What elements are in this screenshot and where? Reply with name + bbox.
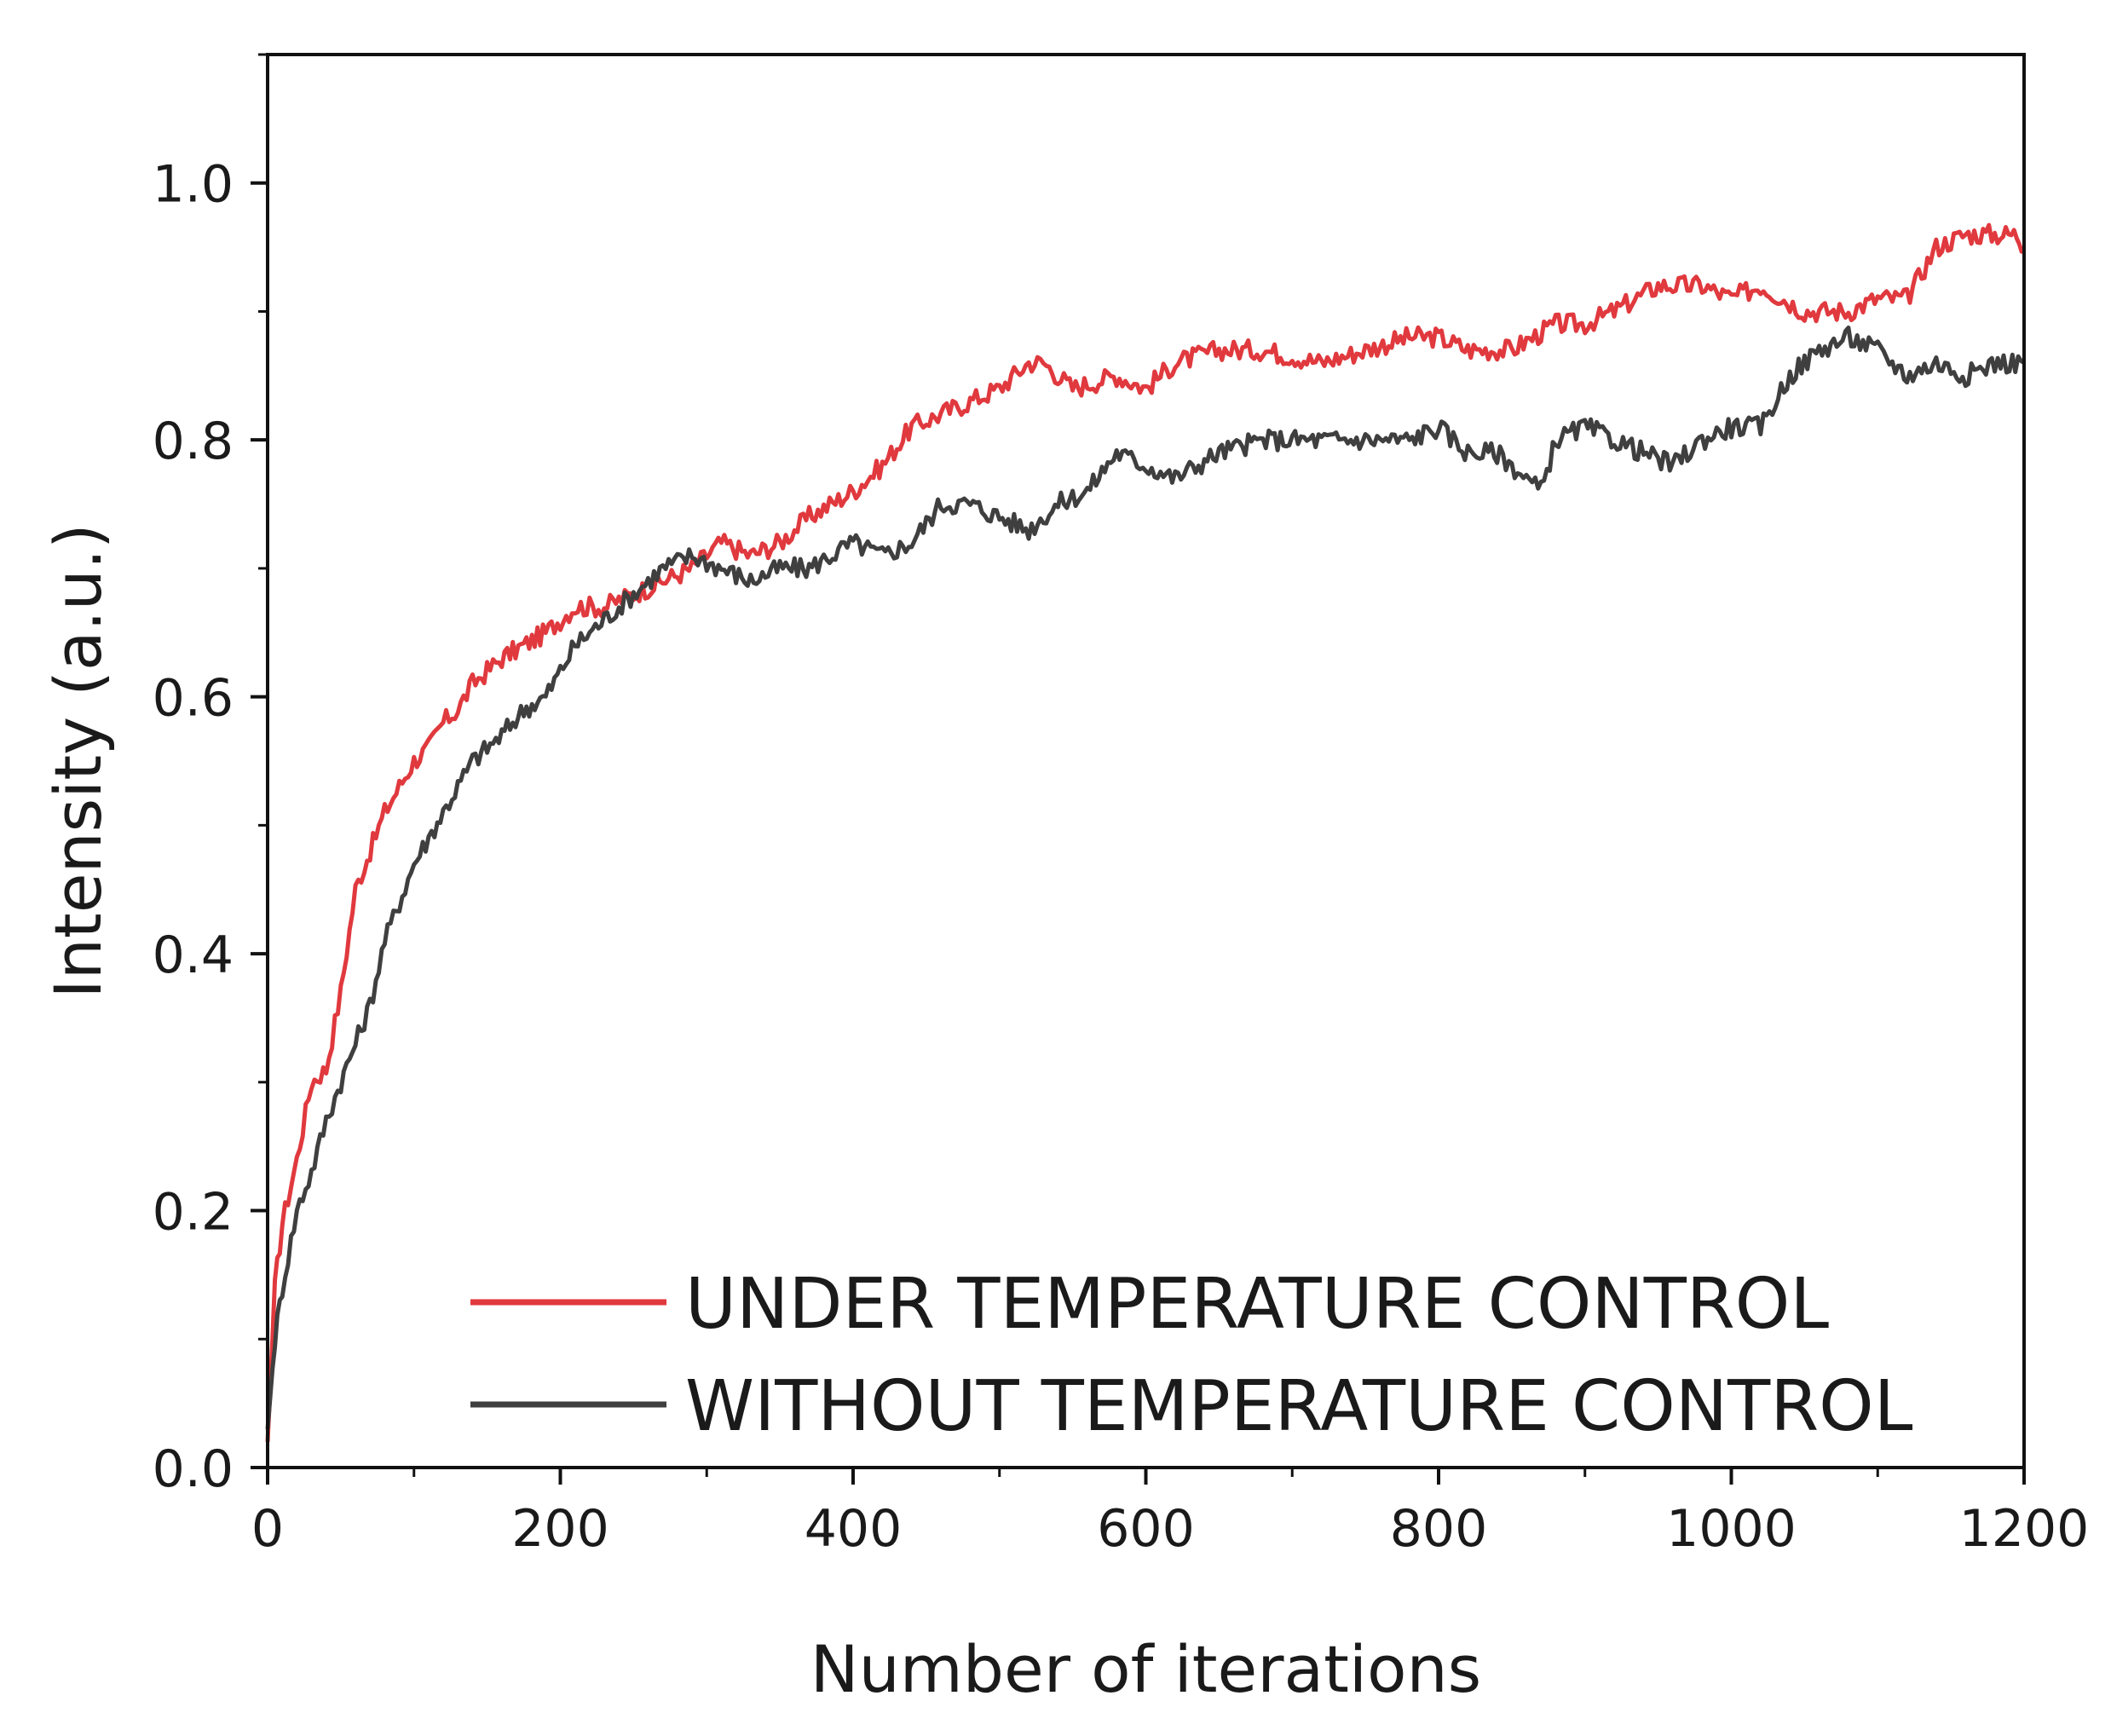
x-tick-label: 200 <box>511 1499 609 1559</box>
x-tick-label: 1200 <box>1959 1499 2090 1559</box>
y-tick-label: 0.0 <box>153 1439 234 1499</box>
y-tick-label: 0.2 <box>153 1183 234 1243</box>
plot-frame <box>266 53 2026 1469</box>
y-tick-label: 0.6 <box>153 669 234 729</box>
x-tick-label: 400 <box>805 1499 903 1559</box>
y-axis-title: Intensity (a.u.) <box>40 523 116 998</box>
legend-label-under-temperature-control: UNDER TEMPERATURE CONTROL <box>685 1264 1829 1345</box>
series-line-under-temperature-control <box>265 222 2027 1443</box>
x-axis-title: Number of iterations <box>810 1631 1482 1707</box>
axis-ticks: 0 200 400 600 800 1000 1200 0.0 0.2 0.4 0.6 0.8 1.0 <box>153 53 2090 1559</box>
plot-area <box>265 222 2027 1443</box>
legend-label-without-temperature-control: WITHOUT TEMPERATURE CONTROL <box>685 1366 1913 1447</box>
series-line-without-temperature-control <box>265 326 2026 1430</box>
x-tick-label: 1000 <box>1666 1499 1797 1559</box>
y-tick-label: 1.0 <box>153 155 234 215</box>
x-tick-label: 0 <box>251 1499 284 1559</box>
x-tick-label: 800 <box>1390 1499 1488 1559</box>
y-tick-label: 0.4 <box>153 926 234 985</box>
x-tick-label: 600 <box>1097 1499 1195 1559</box>
axes <box>266 53 2026 1469</box>
y-tick-label: 0.8 <box>153 412 234 471</box>
legend: UNDER TEMPERATURE CONTROL WITHOUT TEMPER… <box>470 1264 1913 1447</box>
